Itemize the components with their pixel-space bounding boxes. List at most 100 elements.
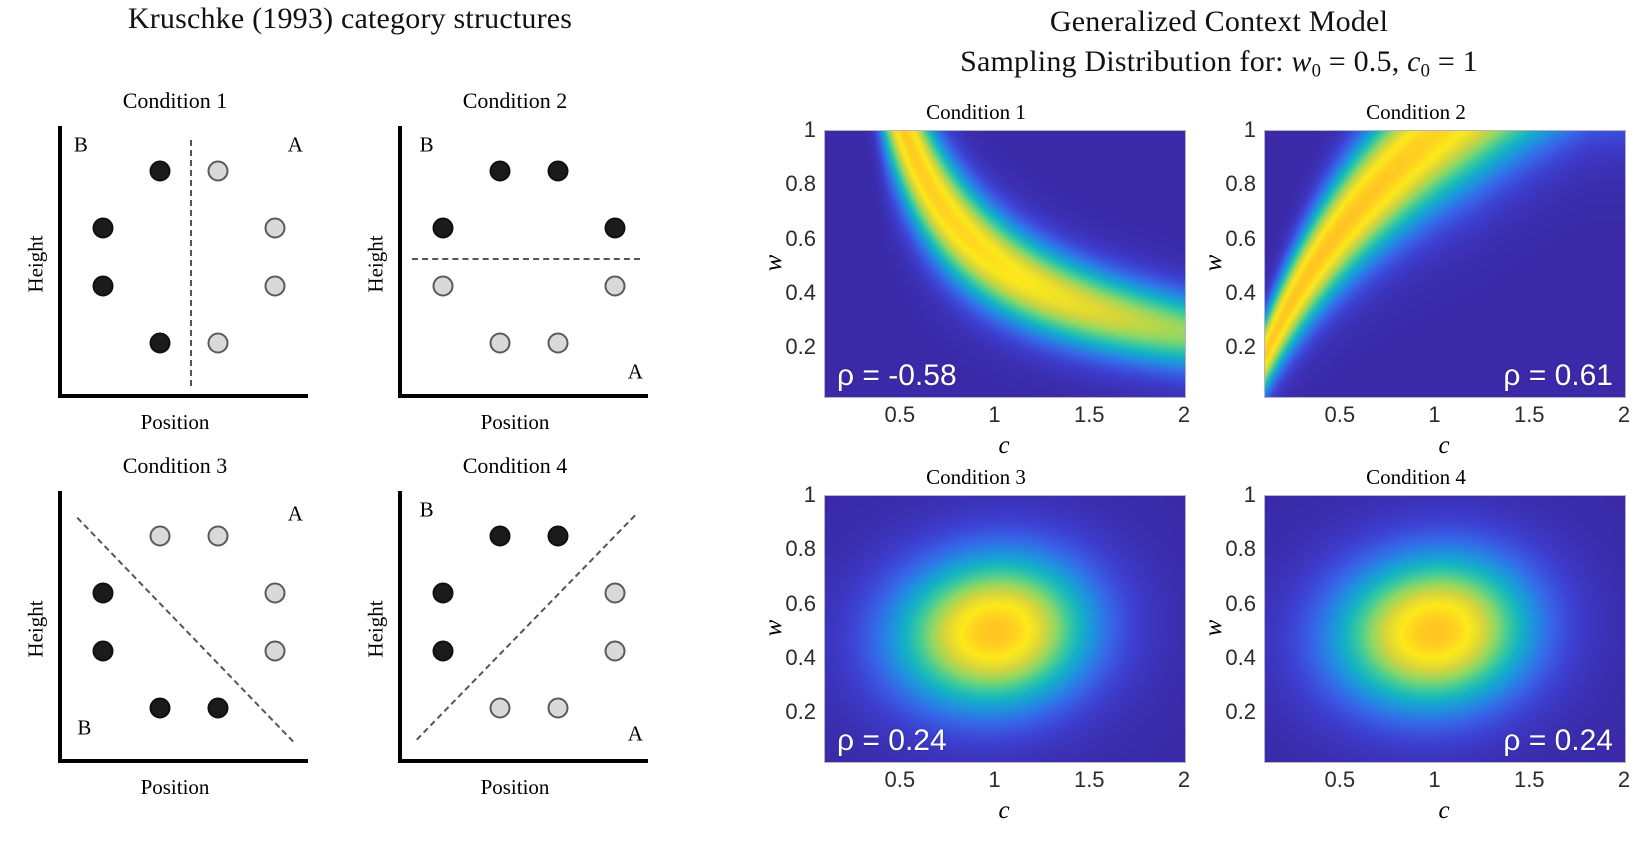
category-b-dot	[149, 332, 171, 354]
y-tick-label: 1	[1243, 117, 1256, 142]
category-boundary-line	[416, 515, 636, 741]
y-axis-label: Height	[363, 600, 388, 658]
kruschke-panel-title: Condition 1	[122, 88, 228, 113]
category-a-dot	[207, 525, 229, 547]
category-a-dot	[604, 582, 626, 604]
x-tick-label: 2	[1617, 767, 1631, 792]
category-b-label: B	[73, 132, 88, 157]
rho-annotation: ρ = 0.24	[837, 724, 947, 757]
y-axis-line	[58, 126, 62, 398]
heatmap-plot-area: ρ = 0.24	[824, 495, 1186, 763]
category-b-dot	[149, 160, 171, 182]
heatmap-panel-title: Condition 4	[1366, 465, 1466, 489]
x-axis-ticks: 0.5 1 1.5 2	[1264, 402, 1630, 430]
y-axis-ticks: 0.2 0.4 0.6 0.8 1	[1196, 117, 1256, 396]
category-a-dot	[207, 160, 229, 182]
x-tick-label: 0.5	[1324, 402, 1356, 427]
w-value: = 0.5,	[1321, 45, 1408, 78]
w-subscript: 0	[1311, 60, 1322, 82]
x-axis-line	[58, 759, 308, 763]
x-tick-label: 1.5	[1073, 402, 1105, 427]
category-a-dot	[489, 332, 511, 354]
y-tick-label: 0.8	[785, 171, 816, 197]
category-a-dot	[604, 275, 626, 297]
x-tick-label: 1.5	[1073, 767, 1105, 792]
x-tick-label: 1.5	[1513, 767, 1545, 792]
y-tick-label: 0.8	[1225, 536, 1256, 562]
x-axis-ticks: 0.5 1 1.5 2	[1264, 767, 1630, 795]
heatmap-canvas	[1265, 496, 1625, 762]
category-boundary-line	[190, 140, 193, 386]
category-a-dot	[264, 640, 286, 662]
gcm-heatmap-panel-3: Condition 3 ρ = 0.24 0.2 0.4 0.6 0.8 1 0.5 1 1.5 2…	[756, 465, 1196, 830]
y-axis-label: Height	[23, 235, 48, 293]
y-tick-label: 0.6	[785, 225, 816, 251]
right-title-prefix: Sampling Distribution for:	[960, 45, 1292, 78]
y-tick-label: 1	[803, 482, 816, 507]
category-b-dot	[489, 525, 511, 547]
category-b-dot	[92, 640, 114, 662]
heatmap-canvas	[825, 496, 1185, 762]
category-b-dot	[489, 160, 511, 182]
c-symbol: c	[1407, 45, 1421, 78]
y-axis-ticks: 0.2 0.4 0.6 0.8 1	[756, 482, 816, 761]
y-tick-label: 0.6	[785, 590, 816, 616]
category-a-dot	[207, 332, 229, 354]
category-a-dot	[547, 332, 569, 354]
x-axis-label: Position	[140, 775, 210, 799]
y-tick-label: 0.6	[1225, 225, 1256, 251]
x-axis-line	[58, 394, 308, 398]
right-figure-title: Generalized Context Model Sampling Distr…	[790, 2, 1648, 92]
y-tick-label: 0.4	[785, 644, 816, 670]
y-tick-label: 0.2	[785, 699, 816, 725]
x-tick-label: 2	[1177, 402, 1191, 427]
category-b-dot	[432, 217, 454, 239]
x-tick-label: 1	[1428, 767, 1441, 792]
kruschke-panel-2: Condition 2 A B Height Position	[350, 88, 680, 453]
category-b-dot	[207, 697, 229, 719]
heatmap-panel-title: Condition 3	[926, 465, 1026, 489]
category-a-dot	[432, 275, 454, 297]
heatmap-y-axis-label: w	[760, 254, 787, 272]
y-axis-line	[58, 491, 62, 763]
y-tick-label: 0.4	[785, 279, 816, 305]
heatmap-plot-area: ρ = 0.61	[1264, 130, 1626, 398]
category-boundary-line	[412, 258, 640, 261]
kruschke-panel-1: Condition 1 A B Height Position	[10, 88, 340, 453]
rho-annotation: ρ = 0.24	[1503, 724, 1613, 757]
kruschke-panel-title: Condition 4	[462, 453, 568, 478]
y-tick-label: 0.8	[1225, 171, 1256, 197]
y-tick-label: 1	[1243, 482, 1256, 507]
category-a-dot	[604, 640, 626, 662]
c-subscript: 0	[1420, 60, 1431, 82]
y-tick-label: 0.2	[785, 334, 816, 360]
x-tick-label: 1	[1428, 402, 1441, 427]
rho-annotation: ρ = 0.61	[1503, 359, 1613, 392]
x-tick-label: 2	[1617, 402, 1631, 427]
x-tick-label: 1	[988, 402, 1001, 427]
y-tick-label: 1	[803, 117, 816, 142]
category-b-label: B	[77, 715, 92, 740]
y-axis-label: Height	[363, 235, 388, 293]
c-value: = 1	[1430, 45, 1478, 78]
kruschke-panel-title: Condition 2	[462, 88, 568, 113]
right-title-line1: Generalized Context Model	[1049, 5, 1389, 38]
category-b-dot	[92, 275, 114, 297]
category-a-dot	[547, 697, 569, 719]
y-axis-ticks: 0.2 0.4 0.6 0.8 1	[1196, 482, 1256, 761]
kruschke-panel-3: Condition 3 A B Height Position	[10, 453, 340, 818]
gcm-heatmap-panel-2: Condition 2 ρ = 0.61 0.2 0.4 0.6 0.8 1 0.5 1 1.5 2…	[1196, 100, 1636, 465]
category-a-label: A	[627, 721, 643, 746]
x-tick-label: 1.5	[1513, 402, 1545, 427]
category-b-dot	[547, 160, 569, 182]
gcm-heatmap-panel-1: Condition 1 ρ = -0.58 0.2 0.4 0.6 0.8 1 0.5 1 1.5…	[756, 100, 1196, 465]
category-a-dot	[264, 275, 286, 297]
category-b-dot	[149, 697, 171, 719]
x-axis-line	[398, 394, 648, 398]
category-a-dot	[149, 525, 171, 547]
y-tick-label: 0.4	[1225, 279, 1256, 305]
category-b-dot	[432, 582, 454, 604]
y-axis-line	[398, 126, 402, 398]
